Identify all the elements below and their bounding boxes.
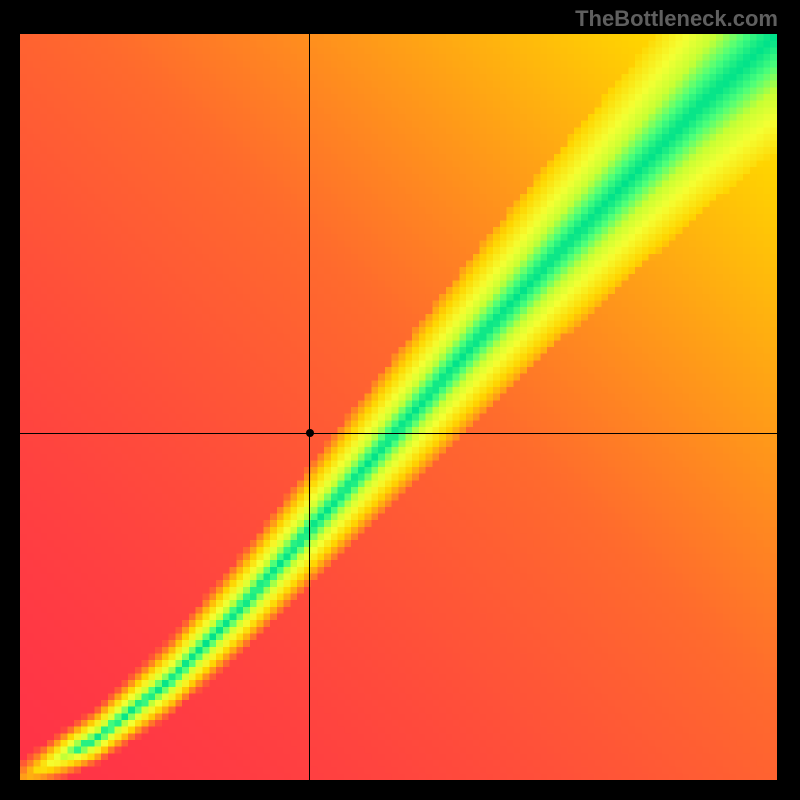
heatmap-canvas bbox=[20, 34, 777, 780]
crosshair-vertical bbox=[309, 34, 310, 780]
chart-container: TheBottleneck.com bbox=[0, 0, 800, 800]
watermark-label: TheBottleneck.com bbox=[575, 6, 778, 32]
crosshair-point bbox=[306, 429, 314, 437]
crosshair-horizontal bbox=[20, 433, 777, 434]
plot-area bbox=[20, 34, 777, 780]
